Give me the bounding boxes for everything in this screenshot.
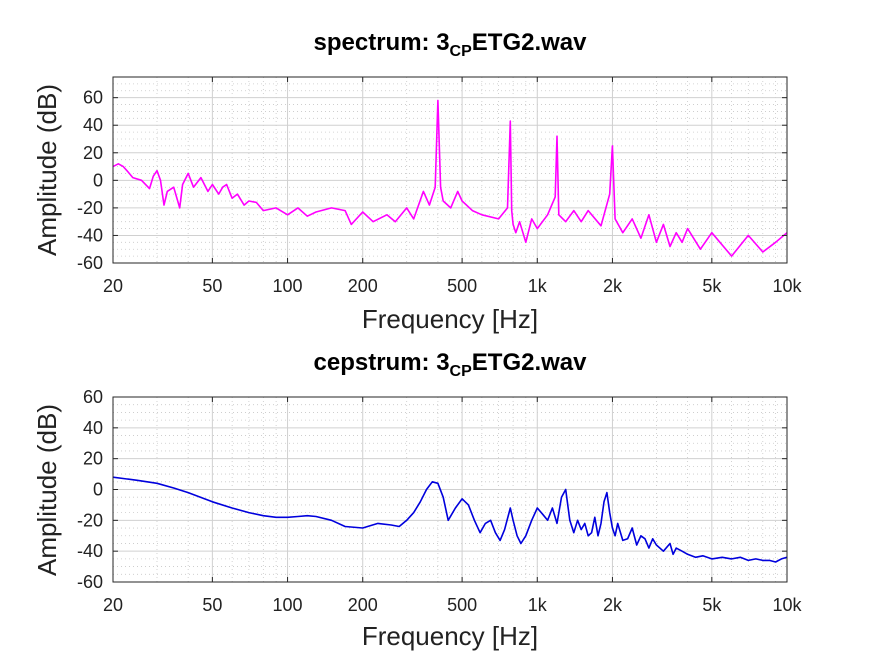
spectrum-y-axis-label: Amplitude (dB) bbox=[32, 84, 62, 256]
spectrum-plot: spectrum: 3CPETG2.wav 20 50 100 200 500 1k 2k 5… bbox=[32, 29, 803, 334]
x-tick-label: 2k bbox=[603, 276, 623, 296]
x-tick-label: 200 bbox=[348, 595, 378, 615]
cepstrum-series-line bbox=[113, 476, 787, 563]
spectrum-series-line bbox=[113, 99, 787, 257]
spectrum-ticks: 20 50 100 200 500 1k 2k 5k 10k -60 -40 -20 0 20 40 60 bbox=[77, 77, 803, 296]
spectrum-title: spectrum: 3CPETG2.wav bbox=[314, 29, 588, 60]
cepstrum-lines bbox=[113, 476, 787, 563]
cepstrum-title: cepstrum: 3CPETG2.wav bbox=[314, 349, 588, 380]
y-tick-label: -40 bbox=[77, 541, 103, 561]
x-tick-label: 10k bbox=[772, 595, 802, 615]
x-tick-label: 1k bbox=[528, 276, 548, 296]
x-tick-label: 2k bbox=[603, 595, 623, 615]
x-tick-label: 200 bbox=[348, 276, 378, 296]
cepstrum-y-axis-label: Amplitude (dB) bbox=[32, 404, 62, 576]
x-tick-label: 5k bbox=[702, 595, 722, 615]
y-tick-label: -60 bbox=[77, 253, 103, 273]
x-tick-label: 50 bbox=[202, 595, 222, 615]
x-tick-label: 20 bbox=[103, 276, 123, 296]
x-tick-label: 500 bbox=[447, 595, 477, 615]
x-tick-label: 10k bbox=[772, 276, 802, 296]
x-tick-label: 20 bbox=[103, 595, 123, 615]
x-tick-label: 100 bbox=[273, 276, 303, 296]
x-tick-label: 5k bbox=[702, 276, 722, 296]
y-tick-label: 0 bbox=[93, 170, 103, 190]
x-tick-label: 50 bbox=[202, 276, 222, 296]
x-tick-label: 500 bbox=[447, 276, 477, 296]
spectrum-axes-frame bbox=[112, 76, 788, 264]
cepstrum-ticks: 20 50 100 200 500 1k 2k 5k 10k -60 -40 -20 0 20 40 60 bbox=[77, 387, 803, 615]
y-tick-label: 60 bbox=[83, 88, 103, 108]
y-tick-label: 0 bbox=[93, 480, 103, 500]
cepstrum-x-axis-label: Frequency [Hz] bbox=[362, 621, 538, 651]
y-tick-label: 60 bbox=[83, 387, 103, 407]
y-tick-label: 20 bbox=[83, 449, 103, 469]
spectrum-x-axis-label: Frequency [Hz] bbox=[362, 304, 538, 334]
cepstrum-plot: cepstrum: 3CPETG2.wav 20 50 100 200 500 1k 2k 5… bbox=[32, 349, 803, 651]
y-tick-label: 20 bbox=[83, 143, 103, 163]
y-tick-label: -20 bbox=[77, 198, 103, 218]
y-tick-label: 40 bbox=[83, 115, 103, 135]
y-tick-label: 40 bbox=[83, 418, 103, 438]
spectrum-grid bbox=[112, 76, 788, 264]
spectrum-lines bbox=[113, 99, 787, 257]
x-tick-label: 1k bbox=[528, 595, 548, 615]
y-tick-label: -20 bbox=[77, 510, 103, 530]
y-tick-label: -60 bbox=[77, 572, 103, 592]
y-tick-label: -40 bbox=[77, 225, 103, 245]
x-tick-label: 100 bbox=[273, 595, 303, 615]
